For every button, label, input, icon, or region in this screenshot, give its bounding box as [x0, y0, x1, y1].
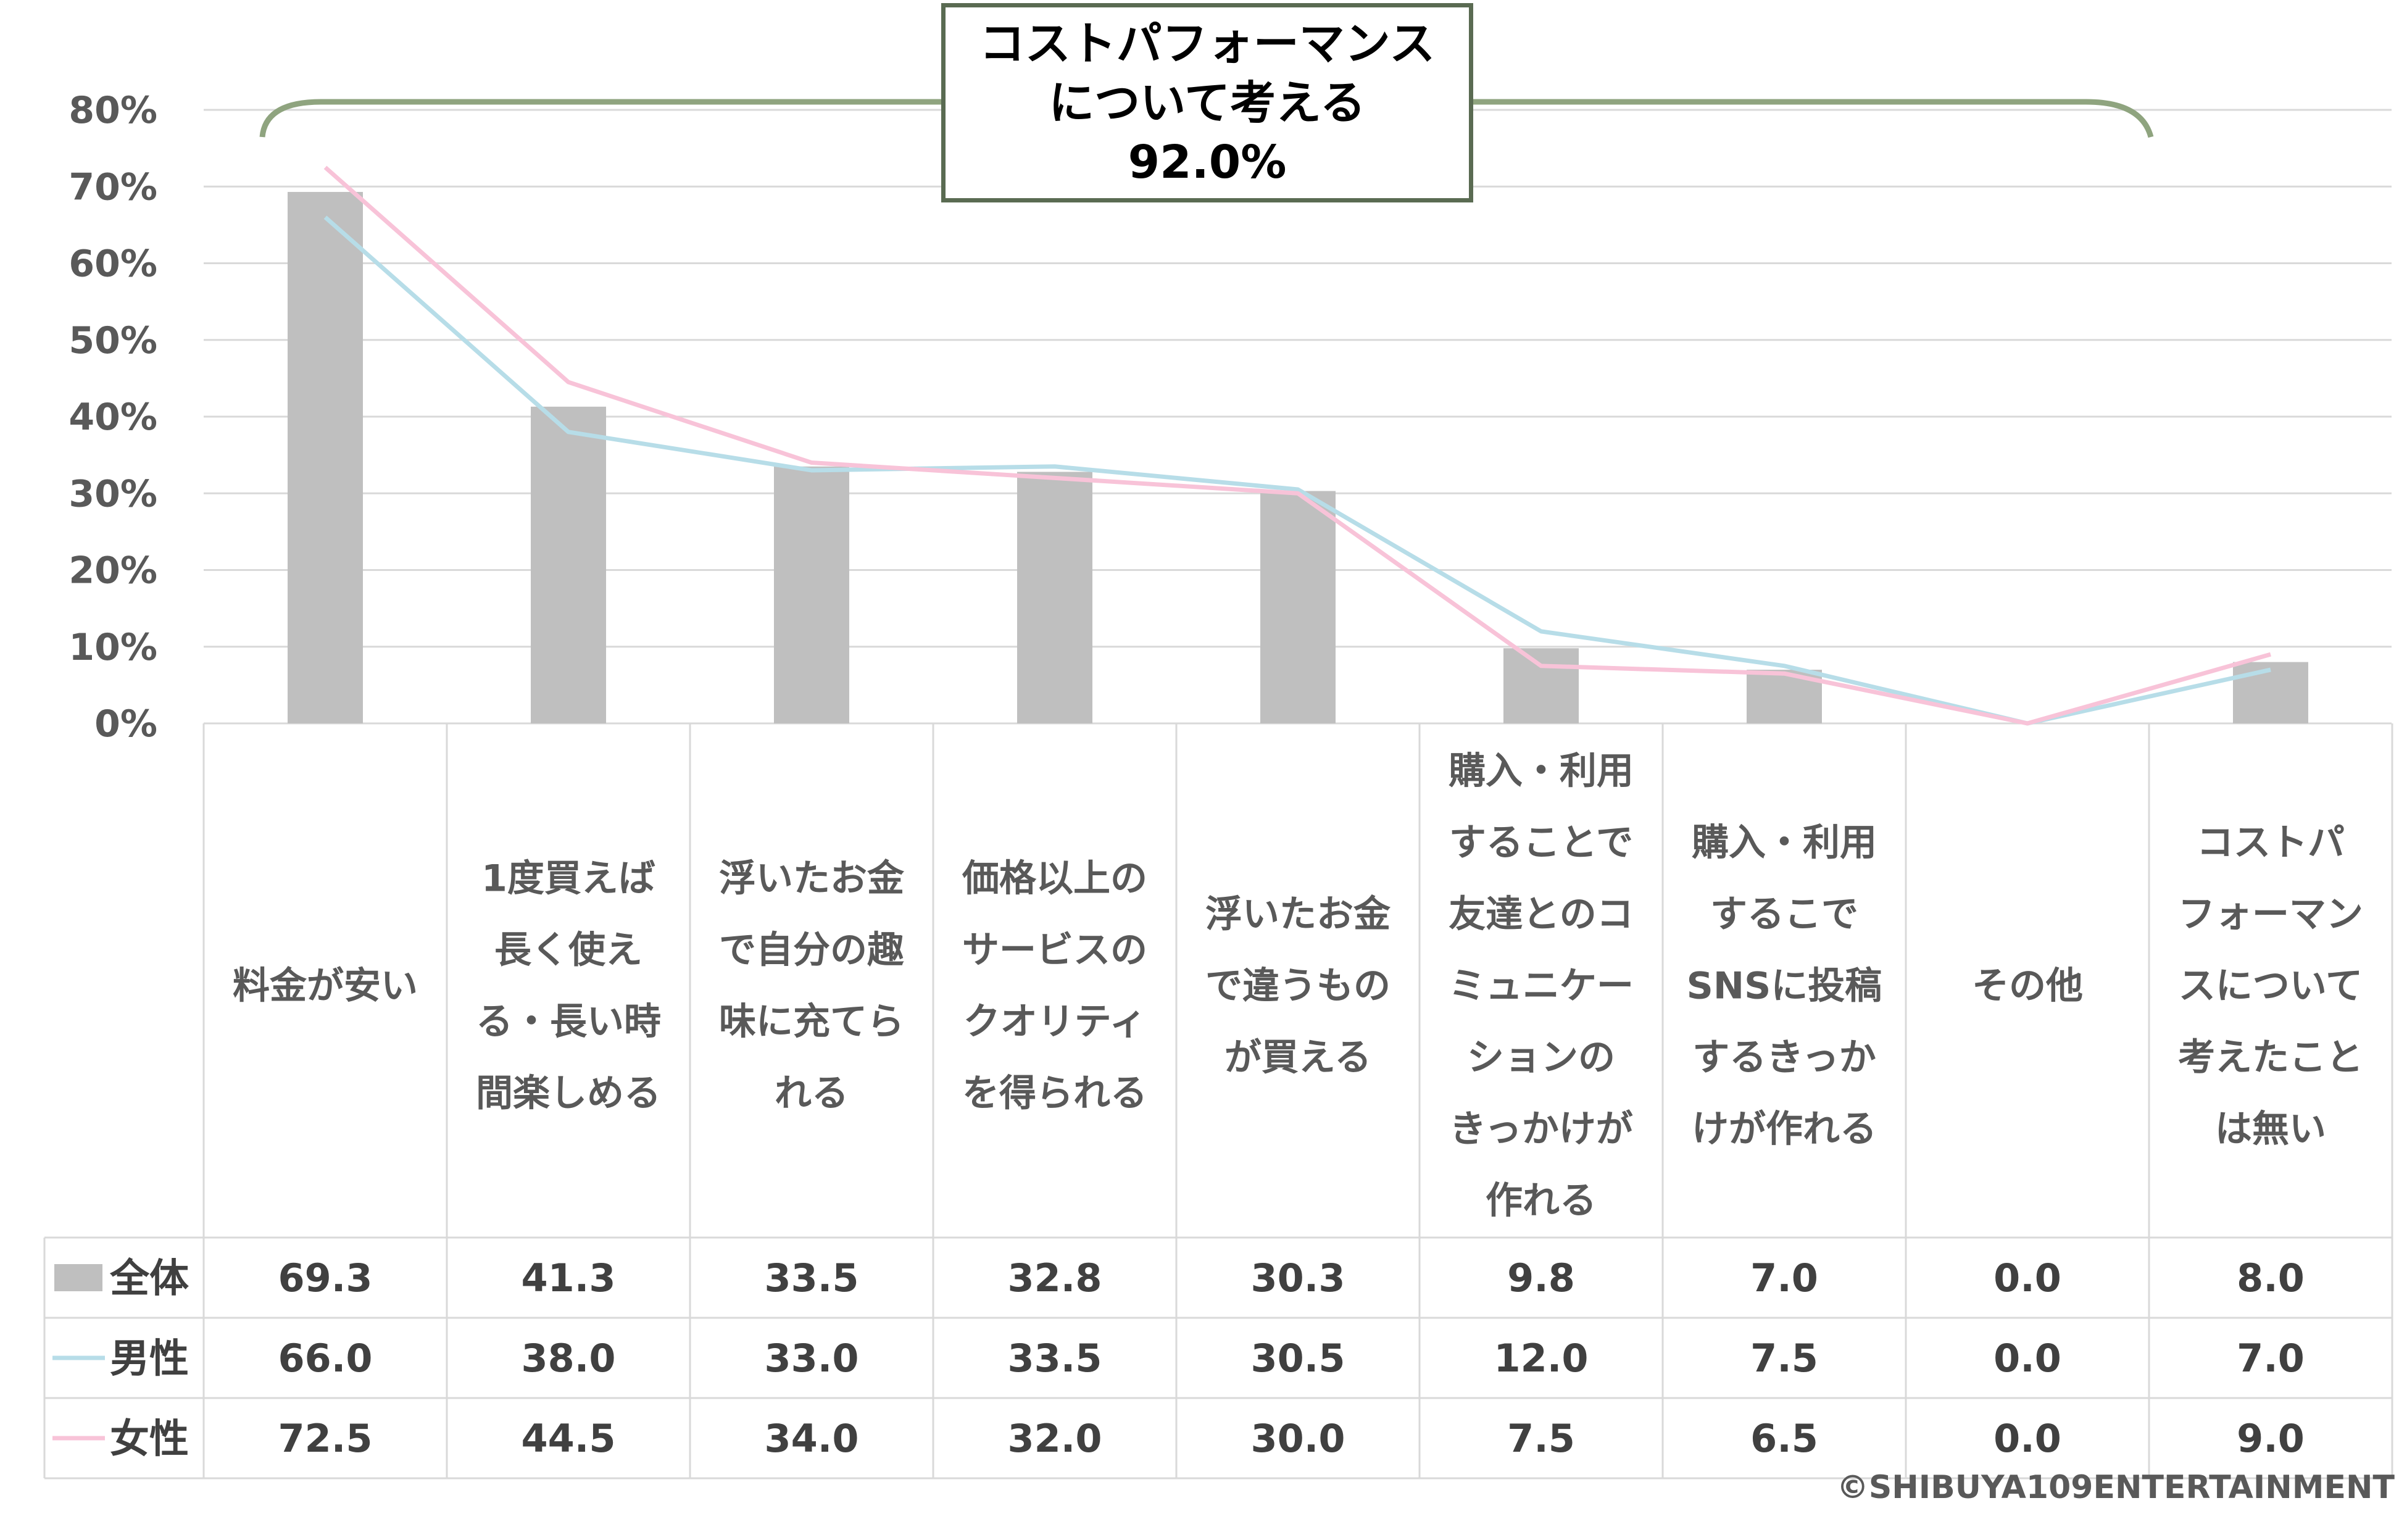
bar	[288, 191, 363, 723]
y-tick-label: 20%	[69, 549, 157, 593]
category-label: 友達とのコ	[1449, 893, 1633, 936]
category-label: 購入・利用	[1449, 750, 1634, 793]
data-cell: 9.8	[1507, 1255, 1575, 1301]
y-tick-label: 60%	[69, 243, 157, 286]
data-cell: 30.5	[1251, 1336, 1345, 1381]
category-label: 料金が安い	[233, 965, 418, 1008]
category-label: するきっか	[1692, 1036, 1876, 1080]
data-cell: 69.3	[278, 1255, 373, 1301]
callout-box: コストパフォーマンス について考える 92.0%	[941, 3, 1473, 202]
legend-label: 女性	[110, 1417, 189, 1462]
bar	[1503, 648, 1579, 723]
category-label: サービスの	[962, 929, 1147, 972]
data-cell: 66.0	[278, 1336, 373, 1381]
data-cell: 33.5	[765, 1255, 859, 1301]
data-cell: 44.5	[522, 1416, 616, 1461]
data-cell: 41.3	[522, 1255, 616, 1301]
category-label: きっかけが	[1449, 1108, 1633, 1151]
data-cell: 33.0	[765, 1336, 859, 1381]
data-cell: 30.0	[1251, 1416, 1345, 1461]
category-label: 1度買えば	[481, 857, 655, 901]
y-tick-label: 50%	[69, 319, 157, 362]
category-label: 作れる	[1486, 1180, 1597, 1223]
series-line-male	[323, 215, 2271, 726]
data-cell: 30.3	[1251, 1255, 1345, 1301]
data-cell: 33.5	[1008, 1336, 1102, 1381]
data-cell: 72.5	[278, 1416, 373, 1461]
legend-label: 男性	[110, 1336, 189, 1382]
bar-series	[288, 191, 2308, 723]
category-label: 味に充てら	[719, 1001, 904, 1044]
bar	[2233, 662, 2308, 723]
data-cell: 0.0	[1993, 1255, 2061, 1301]
category-label: スについて	[2179, 965, 2363, 1008]
copyright-notice: ©SHIBUYA109ENTERTAINMENT	[1836, 1469, 2395, 1506]
category-label: ションの	[1467, 1036, 1615, 1080]
category-label: 購入・利用	[1692, 822, 1877, 865]
data-cell: 12.0	[1494, 1336, 1589, 1381]
line-series	[323, 165, 2271, 726]
data-cell: 6.5	[1750, 1416, 1818, 1461]
category-label: 浮いたお金	[1205, 893, 1391, 936]
data-cell: 34.0	[765, 1416, 859, 1461]
data-cell: 32.0	[1008, 1416, 1102, 1461]
category-label: 価格以上の	[962, 857, 1147, 901]
callout-line-3: 92.0%	[1128, 135, 1287, 189]
category-label: が買える	[1224, 1036, 1371, 1080]
legend-label: 全体	[109, 1256, 189, 1302]
data-cell: 8.0	[2237, 1255, 2305, 1301]
data-cell: 9.0	[2237, 1416, 2305, 1461]
y-tick-label: 70%	[69, 165, 157, 209]
y-tick-label: 10%	[69, 626, 157, 669]
category-label: することで	[1449, 822, 1633, 865]
y-tick-label: 0%	[94, 702, 157, 746]
data-cell: 7.5	[1750, 1336, 1818, 1381]
data-cell: 0.0	[1993, 1336, 2061, 1381]
bar	[531, 406, 606, 723]
bar	[1017, 472, 1092, 723]
category-label: フォーマン	[2178, 893, 2363, 936]
callout-line-2: について考える	[1049, 76, 1366, 130]
legend-swatch-bar	[54, 1264, 102, 1291]
data-cell: 7.0	[2237, 1336, 2305, 1381]
category-label: コストパ	[2197, 822, 2345, 865]
category-label: 間楽しめる	[476, 1072, 661, 1115]
category-label: で自分の趣	[719, 929, 904, 972]
y-tick-label: 40%	[69, 396, 157, 439]
category-label: ミュニケー	[1449, 965, 1634, 1008]
category-label: で違うもの	[1205, 965, 1391, 1008]
category-label: る・長い時	[476, 1001, 661, 1044]
category-label: クオリティ	[963, 1001, 1146, 1044]
callout-line-1: コストパフォーマンス	[979, 17, 1436, 70]
category-label: けが作れる	[1692, 1108, 1877, 1151]
data-cell: 7.0	[1750, 1255, 1818, 1301]
category-label: するこで	[1710, 893, 1858, 936]
y-tick-label: 30%	[69, 472, 157, 515]
data-cell: 38.0	[522, 1336, 616, 1381]
category-label: その他	[1972, 965, 2083, 1008]
data-cell: 7.5	[1507, 1416, 1575, 1461]
category-label: 浮いたお金	[719, 857, 905, 901]
category-label: れる	[775, 1072, 849, 1115]
series-line-female	[323, 165, 2271, 726]
data-cell: 32.8	[1008, 1255, 1102, 1301]
category-label: は無い	[2215, 1108, 2326, 1151]
bar	[774, 466, 849, 723]
category-label: を得られる	[962, 1072, 1147, 1115]
y-tick-label: 80%	[69, 89, 157, 132]
category-label: 長く使え	[494, 929, 642, 972]
bar	[1260, 491, 1336, 723]
data-cell: 0.0	[1993, 1416, 2061, 1461]
category-label: 考えたこと	[2178, 1036, 2363, 1080]
category-label: SNSに投稿	[1687, 965, 1882, 1008]
y-axis: 0% 10% 20% 30% 40% 50% 60% 70% 80%	[69, 89, 157, 746]
